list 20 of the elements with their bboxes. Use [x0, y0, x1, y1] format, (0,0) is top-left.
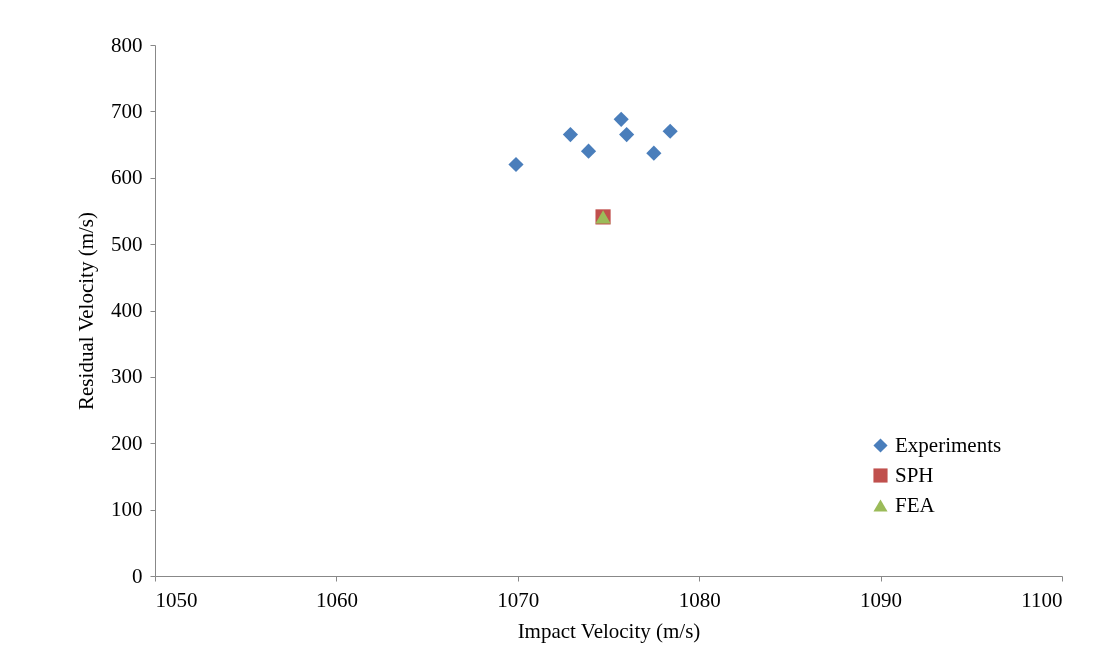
- legend-label: SPH: [895, 462, 934, 487]
- y-axis-title: Residual Velocity (m/s): [74, 212, 98, 410]
- x-tick-label: 1050: [155, 587, 198, 612]
- x-tick-label: 1060: [315, 587, 358, 612]
- x-tick-label: 1070: [497, 587, 540, 612]
- y-tick-label: 400: [111, 298, 143, 322]
- legend-label: Experiments: [895, 432, 1002, 457]
- legend-label: FEA: [895, 492, 936, 517]
- y-tick-label: 100: [111, 497, 143, 522]
- y-tick-label: 500: [111, 231, 143, 256]
- y-tick-label: 800: [111, 32, 143, 57]
- x-tick-label: 1080: [678, 587, 721, 612]
- x-axis-title: Impact Velocity (m/s): [517, 618, 701, 643]
- y-tick-label: 200: [111, 430, 143, 455]
- y-tick-label: 600: [111, 165, 143, 190]
- x-tick-label: 1100: [1021, 587, 1063, 612]
- x-tick-label: 1090: [860, 587, 903, 612]
- y-tick-label: 300: [111, 364, 143, 389]
- y-tick-label: 0: [132, 563, 143, 588]
- y-tick-label: 700: [111, 98, 143, 123]
